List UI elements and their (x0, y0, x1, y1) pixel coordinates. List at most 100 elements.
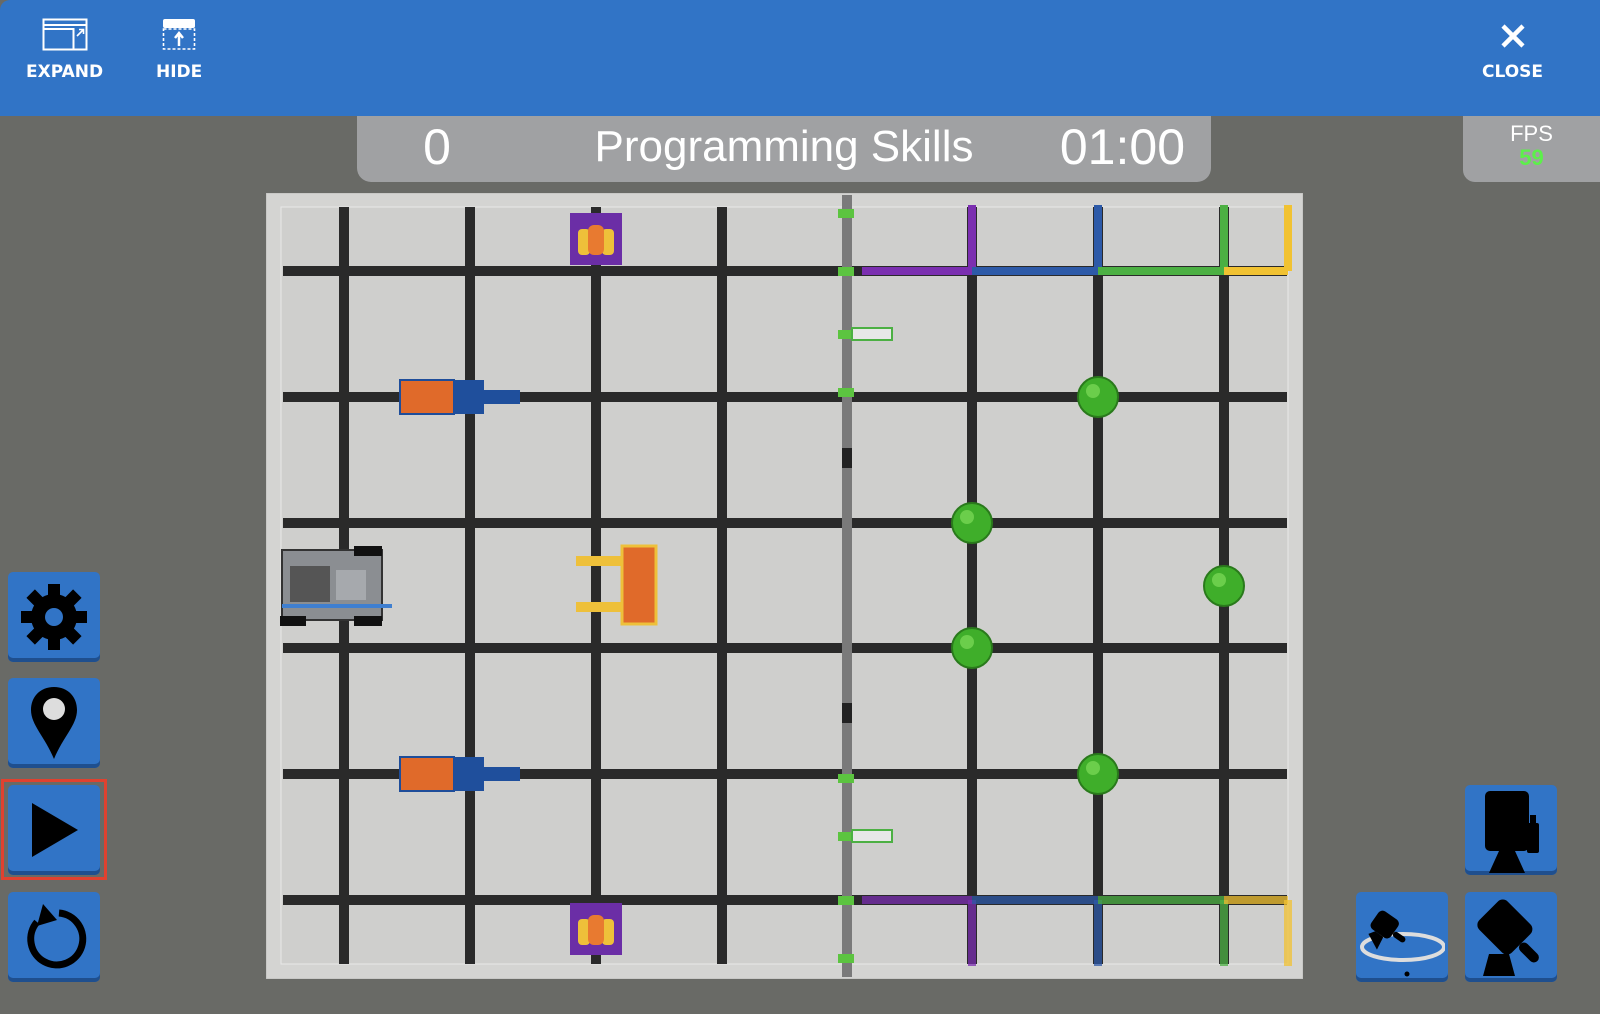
grid-line (967, 207, 977, 964)
green-ball (1077, 753, 1119, 795)
ball-highlight (1212, 573, 1226, 587)
close-button[interactable]: CLOSE (1482, 18, 1543, 82)
score-value: 0 (423, 119, 451, 175)
divider-clip (838, 267, 854, 276)
goal-zone-line (1098, 896, 1224, 904)
robot-wheel (354, 546, 382, 556)
top-camera-button[interactable] (1465, 785, 1557, 875)
expand-label: EXPAND (26, 62, 104, 82)
ring-arm (484, 390, 520, 404)
green-ball (1077, 376, 1119, 418)
goal-zone-line (1224, 896, 1288, 904)
tower-part (588, 225, 604, 255)
timer-value: 01:00 (1059, 119, 1185, 175)
top-camera-icon (1485, 791, 1539, 873)
grid-line (283, 769, 1287, 779)
tower-part (588, 915, 604, 945)
hide-icon (162, 19, 196, 50)
grid-line (283, 643, 1287, 653)
ball-highlight (960, 635, 974, 649)
bracket (851, 829, 893, 843)
grid-line (283, 518, 1287, 528)
divider-clip (838, 896, 854, 905)
grid-line (591, 207, 601, 964)
close-label: CLOSE (1482, 62, 1544, 82)
top-toolbar: EXPAND HIDE CLOSE (0, 0, 1600, 116)
goal-zone-line (862, 267, 972, 275)
location-pin-icon (31, 687, 77, 759)
scoreboard: Programming Skills 0 01:00 (357, 116, 1211, 182)
robot-body (336, 570, 366, 600)
grid-line (283, 266, 1287, 276)
ball-highlight (1086, 384, 1100, 398)
game-field (266, 193, 1303, 979)
green-ball (1203, 565, 1245, 607)
ring-base (454, 380, 484, 414)
ring-arm (576, 556, 622, 566)
position-button[interactable] (8, 678, 100, 768)
tower-part (578, 229, 590, 255)
close-icon (1500, 24, 1525, 48)
ring-arm (484, 767, 520, 781)
robot-trim (282, 604, 392, 608)
chase-camera-icon (1477, 899, 1539, 976)
hide-label: HIDE (156, 62, 203, 82)
ring-stack (399, 379, 455, 415)
orbit-camera-button[interactable] (1356, 892, 1448, 982)
orbit-camera-icon (1360, 910, 1445, 977)
goal-zone-line (1094, 205, 1102, 271)
selected-highlight (1, 779, 107, 880)
divider-clip (838, 832, 854, 841)
ring-arm (576, 602, 622, 612)
settings-button[interactable] (8, 572, 100, 662)
grid-line (717, 207, 727, 964)
fps-label: FPS (1510, 121, 1553, 146)
robot-body (290, 566, 330, 602)
play-icon (32, 803, 78, 857)
divider-clip (838, 209, 854, 218)
tower-part (578, 919, 590, 945)
tower-part (602, 919, 614, 945)
grid-line (1093, 207, 1103, 964)
reset-icon (27, 904, 87, 969)
hide-button[interactable]: HIDE (156, 18, 202, 82)
robot-wheel (280, 616, 306, 626)
ring-stack-center (620, 544, 658, 626)
goal-zone-line (1098, 267, 1224, 275)
grid-line (283, 895, 1287, 905)
divider-post (842, 448, 852, 468)
expand-button[interactable]: EXPAND (26, 18, 103, 82)
ring-stack (399, 756, 455, 792)
gear-icon (21, 584, 87, 650)
divider-post (842, 703, 852, 723)
goal-zone-line (1284, 205, 1292, 271)
tower-part (602, 229, 614, 255)
grid-line (465, 207, 475, 964)
goal-zone-line (1220, 205, 1228, 271)
goal-zone-line (862, 896, 972, 904)
reset-button[interactable] (8, 892, 100, 982)
goal-zone-line (1094, 900, 1102, 966)
expand-icon (42, 18, 88, 51)
goal-zone-line (968, 205, 976, 271)
goal-zone-line (972, 896, 1098, 904)
ball-highlight (960, 510, 974, 524)
chase-camera-button[interactable] (1465, 892, 1557, 982)
goal-zone-line (1224, 267, 1288, 275)
goal-zone-line (1220, 900, 1228, 966)
game-mode-title: Programming Skills (594, 122, 974, 171)
robot-wheel (354, 616, 382, 626)
fps-counter: FPS 59 (1463, 116, 1600, 182)
center-divider (842, 195, 852, 977)
divider-clip (838, 954, 854, 963)
ball-highlight (1086, 761, 1100, 775)
fps-value: 59 (1519, 145, 1544, 170)
divider-clip (838, 774, 854, 783)
play-button[interactable] (8, 785, 100, 875)
green-ball (951, 627, 993, 669)
green-ball (951, 502, 993, 544)
divider-clip (838, 330, 854, 339)
grid-line (283, 392, 1287, 402)
field-tiles (280, 206, 1289, 965)
divider-clip (838, 388, 854, 397)
